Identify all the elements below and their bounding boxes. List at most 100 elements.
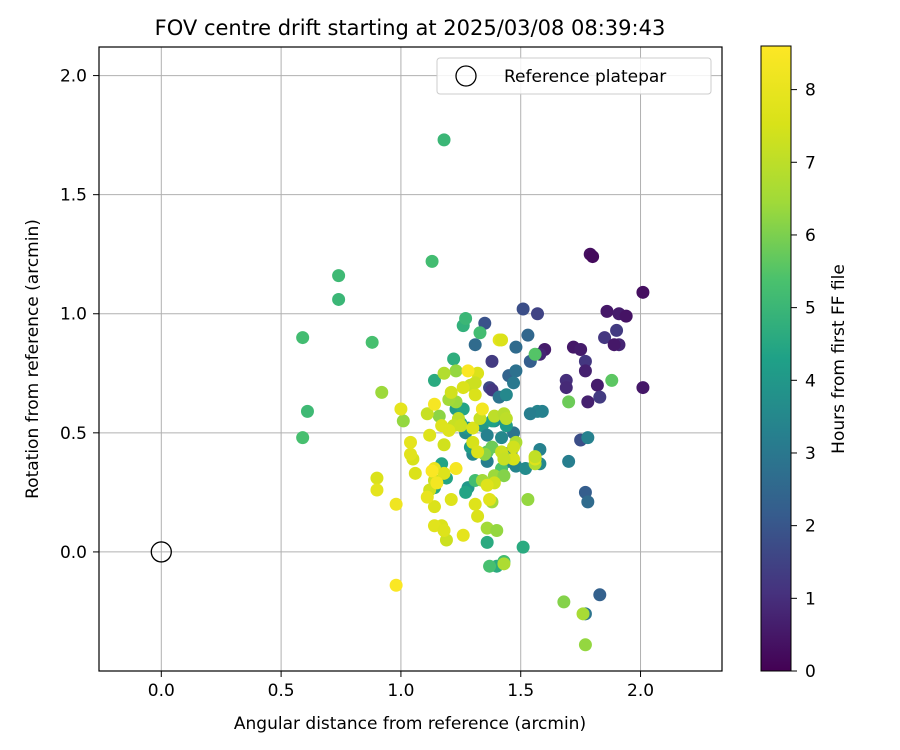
data-point xyxy=(483,559,497,573)
data-point xyxy=(576,607,590,621)
data-point xyxy=(497,557,511,571)
data-point xyxy=(473,326,487,340)
colorbar-tick-label: 6 xyxy=(805,226,816,246)
data-point xyxy=(519,462,533,476)
data-point xyxy=(296,331,310,345)
colorbar-tick-label: 7 xyxy=(805,153,816,173)
data-point xyxy=(437,133,451,147)
data-point xyxy=(420,407,434,421)
data-point xyxy=(449,462,463,476)
x-axis-ticks: 0.0 0.5 1.0 1.5 2.0 xyxy=(148,671,654,701)
data-point xyxy=(365,335,379,349)
y-tick-label: 0.5 xyxy=(60,424,87,444)
data-point xyxy=(468,338,482,352)
legend-marker-icon xyxy=(455,65,477,87)
x-tick-label: 1.0 xyxy=(387,681,414,701)
data-point xyxy=(605,373,619,387)
data-point xyxy=(507,376,521,390)
data-point xyxy=(557,595,571,609)
data-point xyxy=(437,366,451,380)
data-point xyxy=(332,269,346,283)
legend-box xyxy=(436,57,712,95)
colorbar-tick-label: 3 xyxy=(805,444,816,464)
data-point xyxy=(296,431,310,445)
data-point xyxy=(394,402,408,416)
grid-lines xyxy=(99,47,722,671)
data-point xyxy=(425,254,439,268)
colorbar: 0 1 2 3 4 5 6 7 8 Hours from first FF file xyxy=(760,45,849,682)
data-point xyxy=(485,354,499,368)
data-point xyxy=(480,478,494,492)
y-tick-label: 1.0 xyxy=(60,305,87,325)
y-axis-label: Rotation from reference (arcmin) xyxy=(23,219,43,499)
data-point xyxy=(404,447,417,461)
data-point xyxy=(459,312,473,326)
data-point xyxy=(578,354,592,368)
data-point xyxy=(389,578,403,592)
x-tick-label: 1.5 xyxy=(507,681,534,701)
data-point xyxy=(509,364,523,378)
data-point xyxy=(528,450,542,464)
data-point xyxy=(523,407,537,421)
data-point xyxy=(461,364,475,378)
data-point xyxy=(507,440,521,454)
data-point xyxy=(454,419,468,433)
plot-frame xyxy=(98,46,723,672)
data-point xyxy=(427,519,441,533)
data-point xyxy=(483,493,497,507)
data-point xyxy=(586,250,600,264)
data-point xyxy=(516,302,530,316)
x-axis-label: Angular distance from reference (arcmin) xyxy=(234,714,586,734)
scatter-points xyxy=(296,133,650,652)
data-point xyxy=(437,523,451,537)
data-point xyxy=(509,340,523,354)
x-tick-label: 2.0 xyxy=(627,681,654,701)
data-point xyxy=(447,352,461,366)
data-point xyxy=(437,466,451,480)
colorbar-frame xyxy=(760,45,792,672)
data-point xyxy=(389,497,403,511)
colorbar-label: Hours from first FF file xyxy=(829,264,849,454)
data-point xyxy=(427,397,441,411)
data-point xyxy=(521,328,535,342)
data-point xyxy=(521,493,535,507)
colorbar-tick-label: 5 xyxy=(805,299,816,319)
data-point xyxy=(468,388,482,402)
data-point xyxy=(581,431,595,445)
data-point xyxy=(497,469,511,483)
y-axis-ticks: 0.0 0.5 1.0 1.5 2.0 xyxy=(60,67,99,563)
data-point xyxy=(404,435,417,449)
data-point xyxy=(459,485,473,499)
data-point xyxy=(495,333,509,347)
data-point xyxy=(598,331,612,345)
data-point xyxy=(559,381,573,395)
data-point xyxy=(535,404,549,418)
data-point xyxy=(456,528,470,542)
data-point xyxy=(497,452,511,466)
data-point xyxy=(593,588,607,602)
data-point xyxy=(427,373,441,387)
data-point xyxy=(456,381,470,395)
data-point xyxy=(425,464,439,478)
y-tick-label: 0.0 xyxy=(60,543,87,563)
data-point xyxy=(437,438,451,452)
reference-platepar-marker xyxy=(150,541,172,563)
data-point xyxy=(619,309,633,323)
data-point xyxy=(499,388,513,402)
data-point xyxy=(610,323,624,337)
data-point xyxy=(449,364,463,378)
data-point xyxy=(435,419,449,433)
x-tick-label: 0.5 xyxy=(268,681,295,701)
colorbar-tick-label: 4 xyxy=(805,371,816,391)
chart-title: FOV centre drift starting at 2025/03/08 … xyxy=(155,16,666,40)
legend: Reference platepar xyxy=(436,57,712,95)
data-point xyxy=(423,428,437,442)
data-point xyxy=(375,385,389,399)
data-point xyxy=(593,390,607,404)
data-point xyxy=(507,452,521,466)
data-point xyxy=(300,404,314,418)
data-point xyxy=(528,347,542,361)
data-point xyxy=(480,535,494,549)
data-point xyxy=(370,471,384,485)
data-point xyxy=(471,509,485,523)
